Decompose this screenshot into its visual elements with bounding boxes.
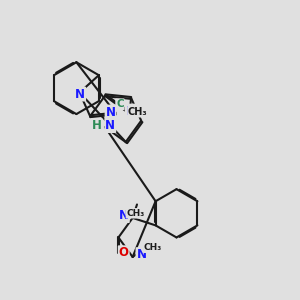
Text: CH₃: CH₃ [126, 209, 145, 218]
Text: O: O [119, 246, 129, 259]
Text: N: N [106, 106, 116, 118]
Text: N: N [136, 248, 146, 261]
Text: CH₃: CH₃ [128, 107, 148, 117]
Text: CH₃: CH₃ [144, 243, 162, 252]
Text: H: H [92, 119, 102, 132]
Text: N: N [75, 88, 85, 100]
Text: N: N [119, 209, 129, 222]
Text: N: N [126, 105, 136, 118]
Text: C: C [116, 99, 124, 109]
Text: N: N [105, 119, 115, 132]
